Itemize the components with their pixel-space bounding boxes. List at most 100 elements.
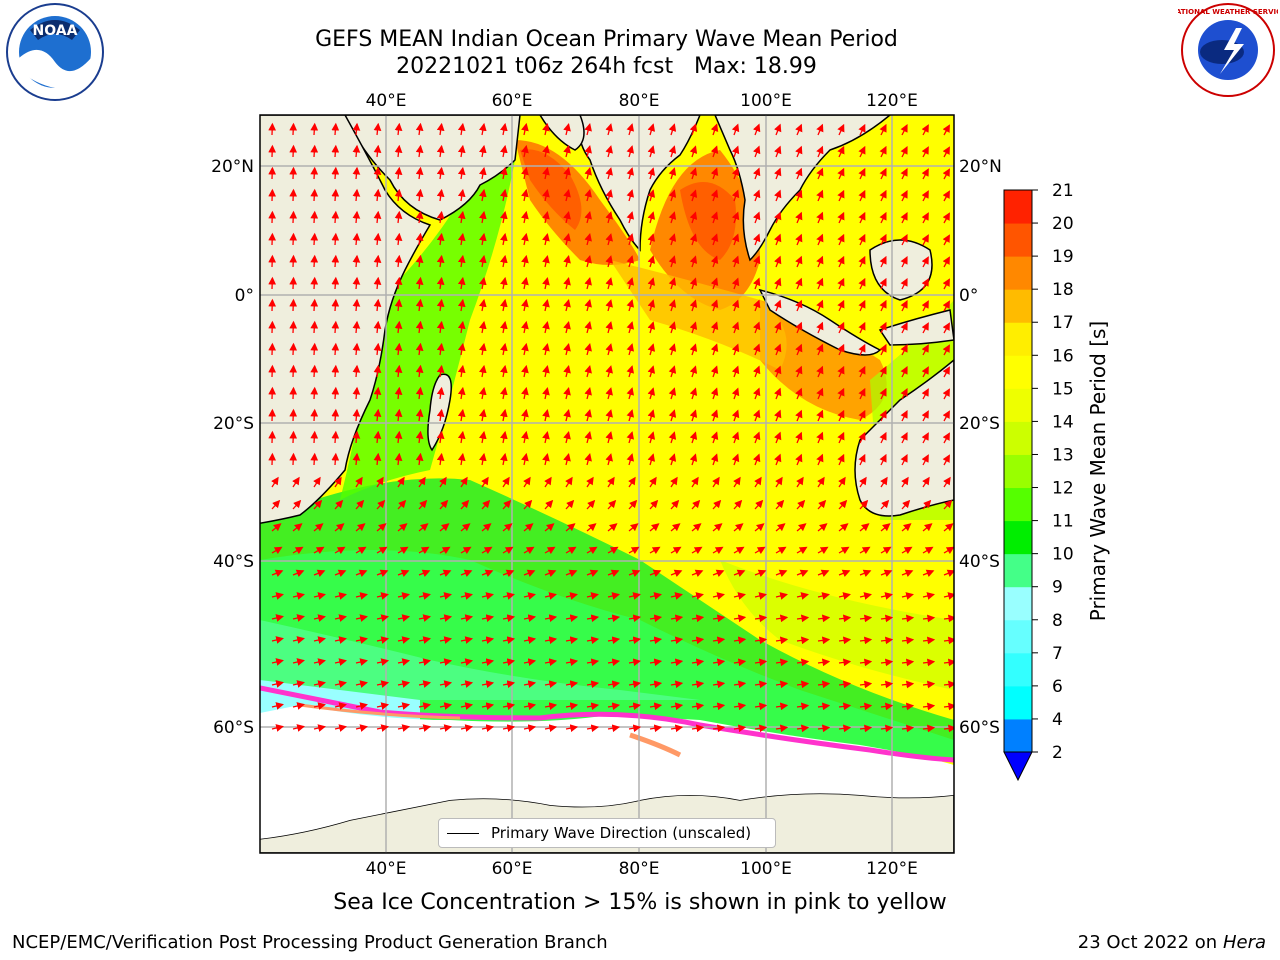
wave-arrow (649, 569, 662, 577)
wave-arrow (753, 343, 761, 356)
wave-arrow (817, 592, 830, 600)
colorbar-segment (1004, 586, 1032, 621)
wave-arrow (418, 476, 426, 488)
wave-arrow (565, 546, 577, 555)
wave-arrow (901, 569, 914, 577)
wave-arrow (626, 233, 635, 246)
wave-arrow (521, 408, 529, 422)
wave-arrow (668, 233, 677, 246)
wave-arrow (313, 499, 323, 510)
wave-arrow (521, 210, 529, 224)
wave-arrow (628, 724, 642, 733)
wave-arrow (415, 166, 424, 180)
wave-arrow (837, 167, 845, 180)
wave-arrow (859, 523, 870, 532)
wave-arrow (271, 702, 284, 710)
wave-arrow (942, 256, 950, 268)
wave-arrow (731, 409, 740, 422)
wave-arrow (313, 724, 326, 732)
wave-arrow (478, 166, 487, 180)
wave-arrow (394, 298, 403, 312)
wave-arrow (943, 614, 954, 623)
colorbar-tick-label: 20 (1052, 214, 1074, 234)
wave-arrow (586, 636, 600, 645)
wave-arrow (731, 189, 740, 202)
wave-arrow (879, 321, 887, 334)
wave-arrow (817, 724, 831, 733)
wave-arrow (310, 452, 319, 466)
wave-arrow (943, 499, 953, 510)
wave-arrow (858, 211, 866, 224)
wave-arrow (647, 255, 656, 268)
wave-arrow (289, 342, 298, 356)
wave-arrow (901, 592, 914, 600)
wave-arrow (838, 499, 848, 510)
wave-arrow (373, 364, 382, 378)
wave-arrow (733, 569, 746, 577)
wave-arrow (796, 476, 804, 488)
wave-arrow (838, 724, 852, 733)
wave-arrow (900, 146, 908, 158)
wave-arrow (817, 499, 827, 510)
wave-arrow (816, 255, 824, 268)
wave-arrow (900, 454, 908, 466)
wave-arrow (565, 499, 575, 510)
wave-arrow (373, 210, 382, 224)
wave-arrow (607, 658, 621, 667)
wave-arrow (668, 255, 677, 268)
wave-arrow (649, 523, 660, 532)
wave-arrow (460, 476, 468, 488)
wave-arrow (921, 366, 929, 378)
wave-arrow (394, 452, 403, 466)
wave-arrow (922, 523, 933, 532)
wave-arrow (436, 232, 445, 246)
wave-arrow (289, 298, 298, 312)
wave-arrow (754, 499, 764, 510)
wave-arrow (502, 546, 514, 555)
wave-arrow (310, 188, 319, 202)
wave-arrow (816, 145, 824, 158)
wave-arrow (922, 499, 932, 510)
wave-arrow (689, 343, 698, 356)
wave-arrow (710, 365, 719, 378)
colorbar-tick-label: 6 (1052, 677, 1063, 697)
wave-arrow (415, 320, 424, 334)
wave-arrow (816, 123, 824, 136)
wave-arrow (563, 431, 571, 444)
wave-arrow (921, 234, 929, 246)
wave-arrow (331, 430, 340, 444)
wave-arrow (607, 702, 621, 711)
wave-arrow (397, 592, 410, 600)
colorbar-tick-label: 19 (1052, 247, 1074, 267)
wave-arrow (753, 387, 761, 400)
wave-arrow (502, 523, 513, 532)
wave-arrow (712, 702, 726, 711)
wave-arrow (816, 387, 824, 400)
wave-arrow (439, 636, 453, 644)
wave-arrow (858, 365, 866, 378)
wave-arrow (415, 210, 424, 224)
wave-arrow (439, 614, 453, 622)
wave-arrow (334, 546, 346, 555)
wave-arrow (310, 364, 319, 378)
wave-arrow (942, 146, 950, 158)
wave-arrow (942, 344, 950, 356)
wave-arrow (352, 166, 361, 180)
wave-arrow (837, 409, 845, 422)
wave-arrow (691, 523, 702, 532)
wave-arrow (331, 364, 340, 378)
wave-arrow (900, 278, 908, 290)
wave-arrow (397, 546, 409, 555)
wave-arrow (670, 523, 681, 532)
wave-arrow (292, 702, 305, 710)
wave-arrow (397, 569, 410, 577)
wave-arrow (626, 123, 635, 136)
wave-arrow (796, 523, 807, 532)
lat-label: 20°N (959, 157, 1002, 177)
wave-arrow (521, 144, 529, 158)
wave-arrow (352, 342, 361, 356)
wave-arrow (731, 321, 740, 334)
wave-arrow (542, 255, 550, 268)
footer-credit: NCEP/EMC/Verification Post Processing Pr… (12, 932, 608, 953)
wave-arrow (334, 614, 347, 622)
